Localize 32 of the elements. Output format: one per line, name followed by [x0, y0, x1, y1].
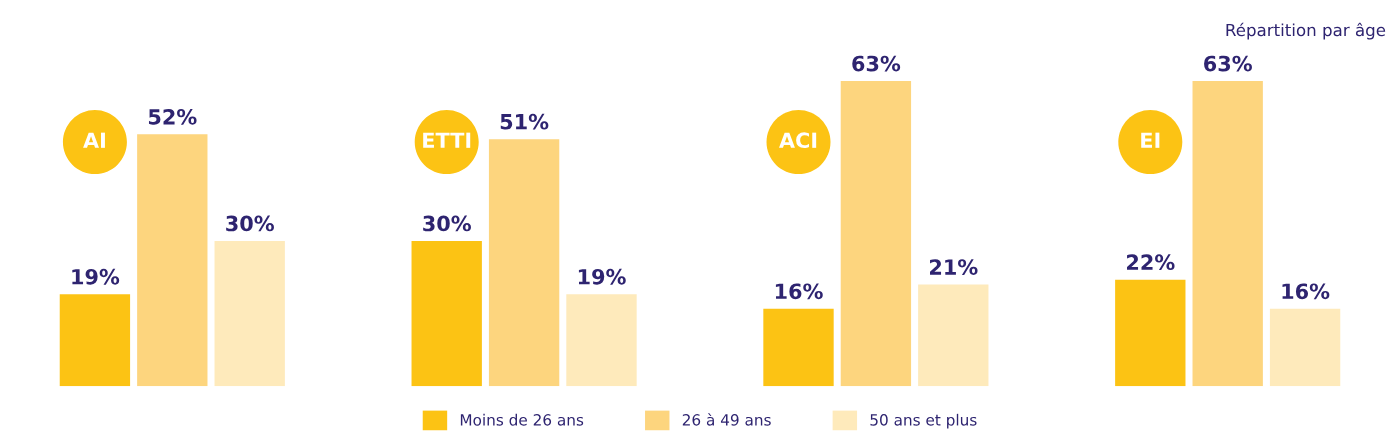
data-label: 16% — [775, 283, 823, 300]
bar — [1115, 279, 1186, 387]
data-label: 63% — [1204, 55, 1252, 72]
bar — [763, 308, 834, 387]
data-label: 19% — [72, 268, 120, 285]
bar — [1192, 81, 1263, 387]
data-label: 19% — [578, 268, 626, 285]
bar — [1269, 308, 1341, 387]
bar — [566, 294, 637, 387]
bar — [488, 139, 560, 387]
data-label: 21% — [930, 259, 978, 275]
data-label: 63% — [852, 55, 901, 72]
data-label: 30% — [226, 215, 274, 232]
x-tick-label: ACI — [779, 132, 817, 149]
legend-label: Moins de 26 ans — [460, 413, 584, 426]
bar — [137, 134, 208, 387]
bar — [214, 240, 285, 387]
data-label: 52% — [148, 108, 197, 125]
data-label: 51% — [500, 113, 549, 130]
legend-label: 50 ans et plus — [870, 413, 977, 429]
data-label: 30% — [423, 215, 471, 232]
bar — [840, 81, 912, 387]
x-tick-label: EI — [1141, 132, 1160, 148]
legend-label: 26 à 49 ans — [682, 413, 771, 426]
bar — [59, 294, 131, 387]
bar — [918, 284, 989, 387]
chart-title: Répartition par âge — [1226, 22, 1386, 40]
data-label: 22% — [1127, 254, 1175, 271]
data-label: 16% — [1282, 283, 1330, 300]
bar — [411, 240, 482, 387]
x-tick-label: ETTI — [423, 132, 471, 148]
x-tick-label: AI — [83, 132, 105, 148]
